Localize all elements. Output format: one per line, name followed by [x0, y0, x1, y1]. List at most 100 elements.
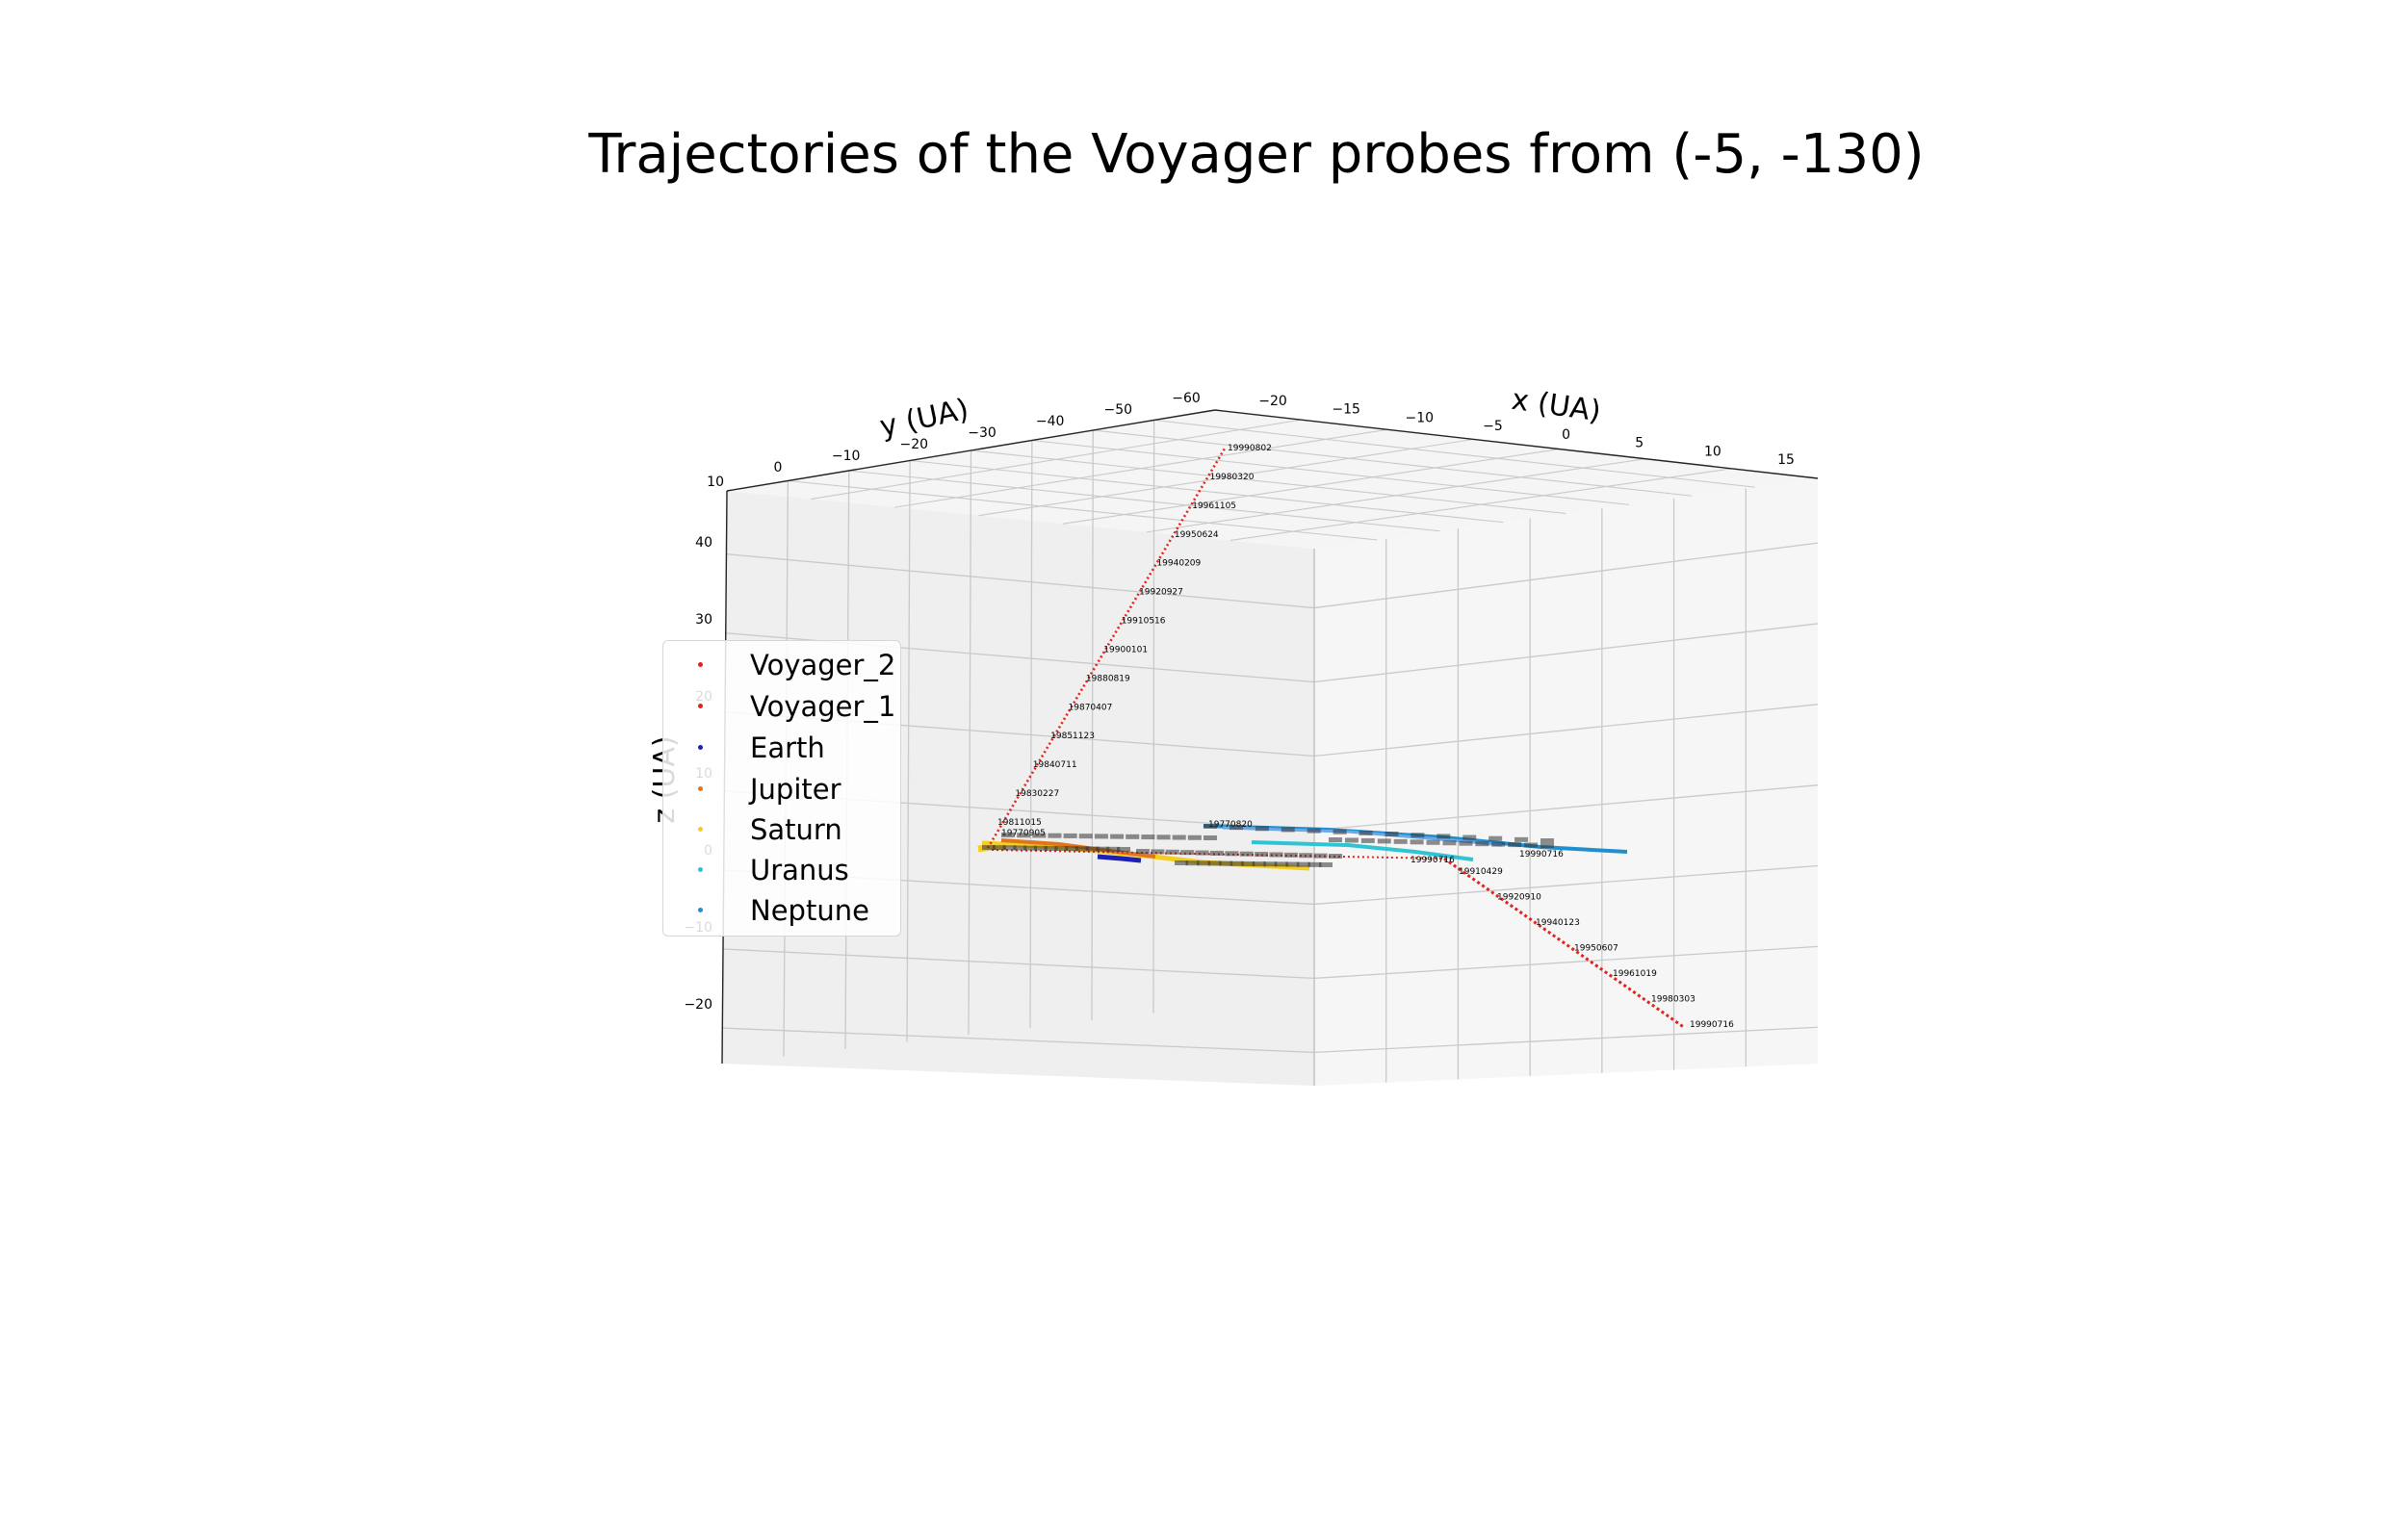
plane-date-mark	[1360, 837, 1375, 843]
voyager-2-date-label: 19961019	[1613, 969, 1657, 979]
plane-date-mark	[1411, 833, 1425, 838]
top-pane	[727, 410, 1818, 549]
plane-date-mark	[1085, 846, 1100, 852]
x-tick-label: 10	[1704, 444, 1721, 459]
legend-label-earth: Earth	[750, 732, 825, 764]
legend-item-jupiter: Jupiter	[663, 771, 900, 809]
x-axis-label: x (UA)	[1510, 383, 1603, 429]
voyager-2-date-label: 19920910	[1497, 893, 1541, 903]
plane-date-mark	[1063, 833, 1077, 838]
plane-date-mark	[1033, 845, 1048, 851]
plane-date-mark	[1393, 838, 1408, 844]
plane-date-mark	[1514, 836, 1529, 842]
left-pane	[722, 491, 1314, 1086]
plane-date-mark	[1054, 846, 1069, 852]
legend-label-voyager-1: Voyager_1	[750, 690, 896, 723]
plane-date-mark	[1106, 846, 1121, 852]
plane-date-mark	[1110, 834, 1125, 839]
x-tick-label: 5	[1635, 436, 1643, 451]
grid-line-z	[726, 553, 1315, 609]
voyager-1-date-label: 19830227	[1015, 789, 1059, 799]
voyager-1-date-label: 19840711	[1033, 760, 1077, 770]
legend-marker-voyager-1	[698, 704, 703, 708]
plane-date-mark	[1307, 861, 1322, 867]
plane-date-clutter	[982, 824, 1554, 867]
plane-date-mark	[1219, 860, 1233, 866]
plane-date-mark	[1410, 839, 1424, 845]
plane-date-mark	[1255, 826, 1269, 832]
plane-date-mark	[1180, 850, 1195, 856]
voyager-1-date-label: 19880819	[1086, 674, 1130, 683]
plane-date-mark	[1377, 838, 1391, 844]
plane-date-mark	[1491, 841, 1506, 847]
voyager-1-date-label: 19900101	[1103, 645, 1148, 654]
legend-marker-voyager-2	[698, 662, 703, 667]
z-tick-label: 40	[695, 535, 712, 551]
voyager-2-date-label: 19940123	[1536, 918, 1580, 928]
grid-line-y	[1091, 429, 1094, 1021]
y-tick-label: −50	[1104, 402, 1133, 418]
legend-label-saturn: Saturn	[750, 813, 842, 846]
x-tick-label: −5	[1483, 419, 1503, 434]
plane-date-mark	[1385, 832, 1399, 837]
voyager-1-date-label: 19950624	[1175, 530, 1219, 540]
plane-date-mark	[1187, 834, 1202, 840]
legend-marker-neptune	[698, 908, 703, 912]
legend-item-neptune: Neptune	[663, 892, 900, 931]
plane-date-mark	[1185, 860, 1200, 866]
legend-label-voyager-2: Voyager_2	[750, 649, 896, 681]
legend: Voyager_2 Voyager_1 Earth Jupiter Saturn…	[662, 640, 901, 937]
plane-date-mark	[1195, 850, 1209, 856]
voyager-1-date-label: 19870407	[1069, 703, 1113, 712]
plane-date-mark	[1175, 860, 1188, 865]
grid-line-top	[1146, 458, 1646, 533]
plane-date-mark	[1141, 834, 1155, 840]
plane-date-mark	[1078, 834, 1093, 839]
earth-orbit	[1097, 854, 1142, 863]
plane-date-mark	[1017, 833, 1031, 838]
voyager-1-date-label: 19980320	[1210, 473, 1255, 482]
plane-date-mark	[1524, 842, 1539, 848]
plane-date-mark	[1241, 860, 1255, 866]
legend-item-earth: Earth	[663, 730, 900, 768]
plane-date-mark	[1344, 837, 1359, 843]
y-tick-label: −40	[1036, 414, 1065, 429]
voyager-1-date-label: 19940209	[1156, 559, 1201, 569]
grid-line-top	[848, 470, 1440, 532]
plane-date-mark	[1329, 854, 1342, 859]
voyager-2-trajectory-far	[1443, 857, 1686, 1030]
grid-line-z	[1313, 945, 1819, 980]
y-tick-label: 0	[774, 460, 783, 475]
z-tick-label: −20	[684, 997, 712, 1013]
plane-date-mark	[1094, 834, 1108, 839]
plane-date-mark	[1462, 834, 1477, 840]
plane-date-mark	[1001, 833, 1015, 837]
legend-marker-saturn	[698, 827, 703, 832]
plane-date-mark	[1117, 847, 1130, 852]
plane-date-mark	[1475, 841, 1489, 847]
grid-line-top	[788, 479, 1378, 541]
z-tick-label-top: 10	[707, 475, 724, 490]
grid-line-y	[968, 449, 972, 1036]
grid-line-top	[1093, 429, 1693, 497]
chart-title: Trajectories of the Voyager probes from …	[588, 123, 1925, 186]
plane-date-mark	[1540, 843, 1554, 848]
voyager-2-date-label: 19980303	[1651, 995, 1695, 1005]
plane-date-mark	[1126, 834, 1140, 839]
legend-item-uranus: Uranus	[663, 852, 900, 890]
plane-date-label: 19990716	[1411, 856, 1455, 865]
plane-date-mark	[1172, 834, 1186, 840]
plane-date-mark	[1296, 861, 1310, 867]
legend-label-neptune: Neptune	[750, 894, 869, 927]
plane-date-mark	[1013, 845, 1027, 851]
plane-date-mark	[1048, 833, 1062, 838]
plane-date-mark	[1207, 860, 1222, 866]
plane-date-mark	[1333, 829, 1347, 834]
plane-date-mark	[1263, 861, 1278, 867]
plane-date-mark	[1156, 834, 1171, 840]
grid-line-top	[811, 419, 1302, 500]
y-tick-label: −30	[968, 425, 996, 441]
plane-date-mark	[1002, 845, 1017, 851]
voyager-1-trajectory	[986, 448, 1227, 849]
plane-date-mark	[1209, 850, 1224, 856]
